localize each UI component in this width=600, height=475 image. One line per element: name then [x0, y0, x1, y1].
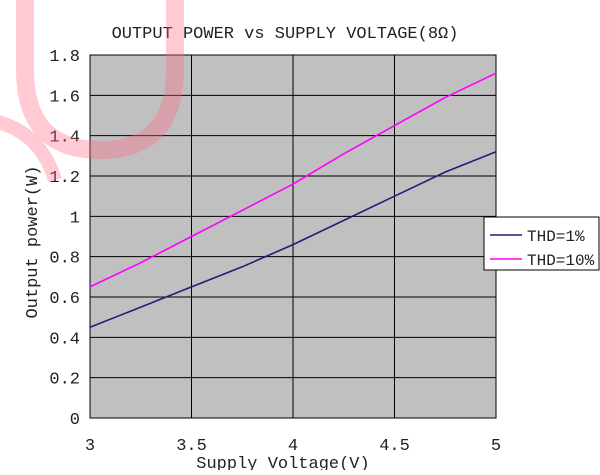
y-axis-label: Output power(W) — [24, 165, 43, 318]
x-tick-label: 4 — [288, 437, 298, 456]
y-tick-label: 1.4 — [49, 129, 80, 148]
x-tick-label: 3.5 — [176, 437, 207, 456]
x-tick-label: 3 — [85, 437, 95, 456]
series-line-1 — [89, 151, 497, 329]
x-tick-label: 5 — [491, 437, 501, 456]
y-tick-label: 0.8 — [49, 250, 80, 269]
grid — [90, 55, 496, 418]
y-tick-label: 0.4 — [49, 330, 80, 349]
y-tick-label: 0.2 — [49, 371, 80, 390]
y-tick-label: 1 — [70, 209, 80, 228]
legend-label-2: THD=10% — [527, 252, 595, 270]
series-line-2 — [89, 72, 497, 288]
y-tick-label: 1.8 — [49, 48, 80, 67]
legend-label-1: THD=1% — [527, 228, 585, 246]
y-tick-label: 1.6 — [49, 88, 80, 107]
y-tick-label: 0.6 — [49, 290, 80, 309]
y-tick-labels: 0 0.2 0.4 0.6 0.8 1 1.2 1.4 1.6 1.8 — [49, 48, 80, 430]
y-tick-label: 0 — [70, 411, 80, 430]
series-layer — [89, 72, 497, 329]
x-tick-labels: 3 3.5 4 4.5 5 — [85, 437, 501, 456]
legend: THD=1% THD=10% — [483, 216, 600, 271]
chart-title: OUTPUT POWER vs SUPPLY VOLTAGE(8Ω) — [112, 25, 459, 44]
x-tick-label: 4.5 — [379, 437, 410, 456]
y-tick-label: 1.2 — [49, 169, 80, 188]
legend-box — [483, 216, 600, 271]
x-axis-label: Supply Voltage(V) — [196, 455, 369, 470]
